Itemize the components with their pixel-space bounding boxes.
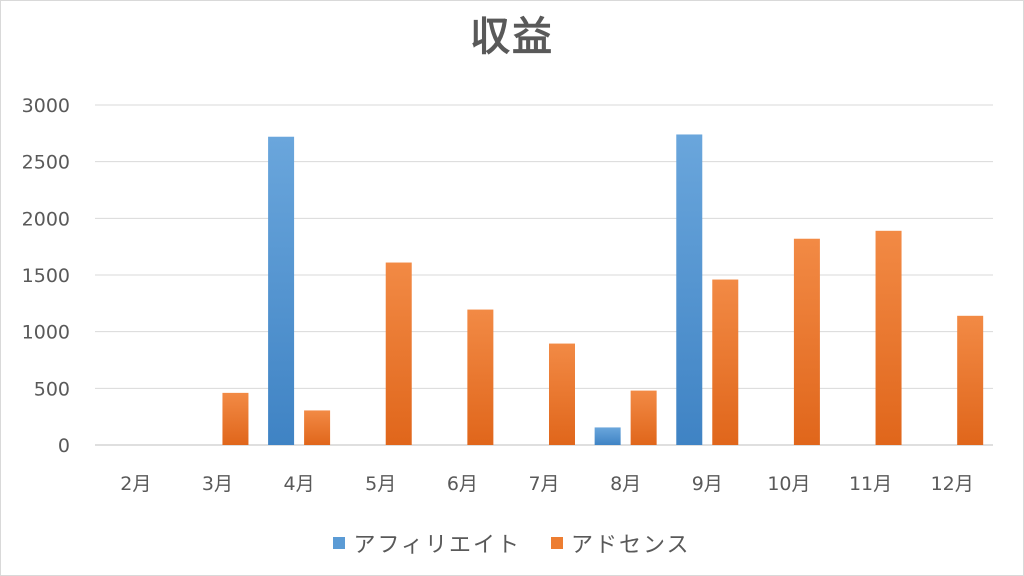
x-tick-label: 5月 (365, 473, 396, 495)
chart-title: 収益 (470, 14, 554, 60)
x-tick-label: 7月 (528, 473, 559, 495)
bar-adsense (549, 343, 575, 445)
bar-adsense (630, 390, 657, 445)
bar-adsense (385, 262, 412, 445)
y-tick-label: 3000 (22, 95, 70, 117)
legend-item-adsense: アドセンス (551, 527, 691, 559)
x-tick-label: 4月 (284, 473, 315, 495)
bar-affiliate (268, 136, 295, 445)
bar-adsense (793, 238, 820, 445)
bar-adsense (712, 279, 739, 445)
bar-affiliate (594, 427, 621, 445)
y-tick-label: 0 (58, 435, 70, 457)
x-tick-label: 8月 (610, 473, 641, 495)
bar-affiliate (676, 134, 703, 445)
x-tick-label: 10月 (767, 473, 810, 495)
legend-swatch-affiliate (333, 537, 346, 549)
x-tick-label: 9月 (692, 473, 723, 495)
x-tick-label: 3月 (202, 473, 233, 495)
legend-label-adsense: アドセンス (571, 533, 691, 558)
legend-label-affiliate: アフィリエイト (353, 533, 521, 558)
legend: アフィリエイト アドセンス (0, 527, 1024, 559)
y-tick-label: 1500 (22, 265, 70, 287)
bar-adsense (957, 315, 984, 445)
legend-item-affiliate: アフィリエイト (333, 527, 521, 559)
x-tick-label: 12月 (931, 473, 974, 495)
bar-adsense (467, 309, 494, 445)
bar-adsense (222, 392, 249, 445)
bar-adsense (875, 230, 902, 445)
y-tick-label: 2000 (22, 208, 70, 230)
y-tick-label: 2500 (22, 152, 70, 174)
y-tick-label: 1000 (22, 322, 70, 344)
legend-swatch-adsense (551, 537, 563, 549)
x-tick-label: 11月 (849, 473, 892, 495)
y-tick-label: 500 (34, 378, 70, 400)
x-tick-label: 2月 (120, 473, 151, 495)
x-tick-label: 6月 (447, 473, 478, 495)
bar-adsense (304, 410, 331, 445)
